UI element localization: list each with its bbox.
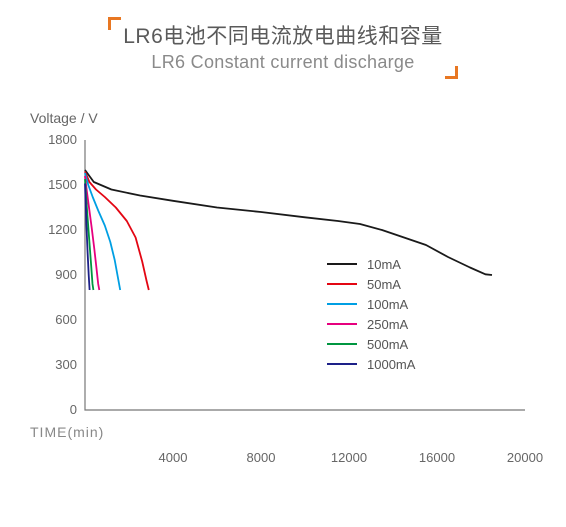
legend-label: 100mA [367, 297, 408, 312]
chart-area: Voltage / V 0300600900120015001800 40008… [0, 110, 566, 510]
legend-item: 100mA [327, 294, 415, 314]
page-container: LR6电池不同电流放电曲线和容量 LR6 Constant current di… [0, 0, 566, 527]
legend-item: 500mA [327, 334, 415, 354]
legend-label: 500mA [367, 337, 408, 352]
legend-label: 1000mA [367, 357, 415, 372]
chart-legend: 10mA 50mA 100mA 250mA 500mA 1000mA [327, 254, 415, 374]
x-tick-label: 8000 [247, 450, 276, 465]
bracket-bottom-right [445, 66, 458, 79]
title-english: LR6 Constant current discharge [0, 52, 566, 73]
x-tick-label: 4000 [159, 450, 188, 465]
axes [85, 140, 525, 410]
series-line [85, 170, 492, 275]
x-tick-label: 12000 [331, 450, 367, 465]
legend-swatch [327, 283, 357, 285]
x-axis-label: TIME(min) [30, 424, 104, 440]
legend-label: 50mA [367, 277, 401, 292]
legend-label: 10mA [367, 257, 401, 272]
title-block: LR6电池不同电流放电曲线和容量 LR6 Constant current di… [0, 20, 566, 73]
legend-swatch [327, 303, 357, 305]
legend-swatch [327, 363, 357, 365]
legend-swatch [327, 263, 357, 265]
line-chart-svg [0, 110, 545, 430]
legend-item: 50mA [327, 274, 415, 294]
legend-item: 1000mA [327, 354, 415, 374]
legend-label: 250mA [367, 317, 408, 332]
legend-swatch [327, 343, 357, 345]
title-chinese: LR6电池不同电流放电曲线和容量 [0, 20, 566, 50]
legend-item: 250mA [327, 314, 415, 334]
x-tick-label: 16000 [419, 450, 455, 465]
bracket-top-left [108, 17, 121, 30]
legend-item: 10mA [327, 254, 415, 274]
legend-swatch [327, 323, 357, 325]
x-tick-label: 20000 [507, 450, 543, 465]
